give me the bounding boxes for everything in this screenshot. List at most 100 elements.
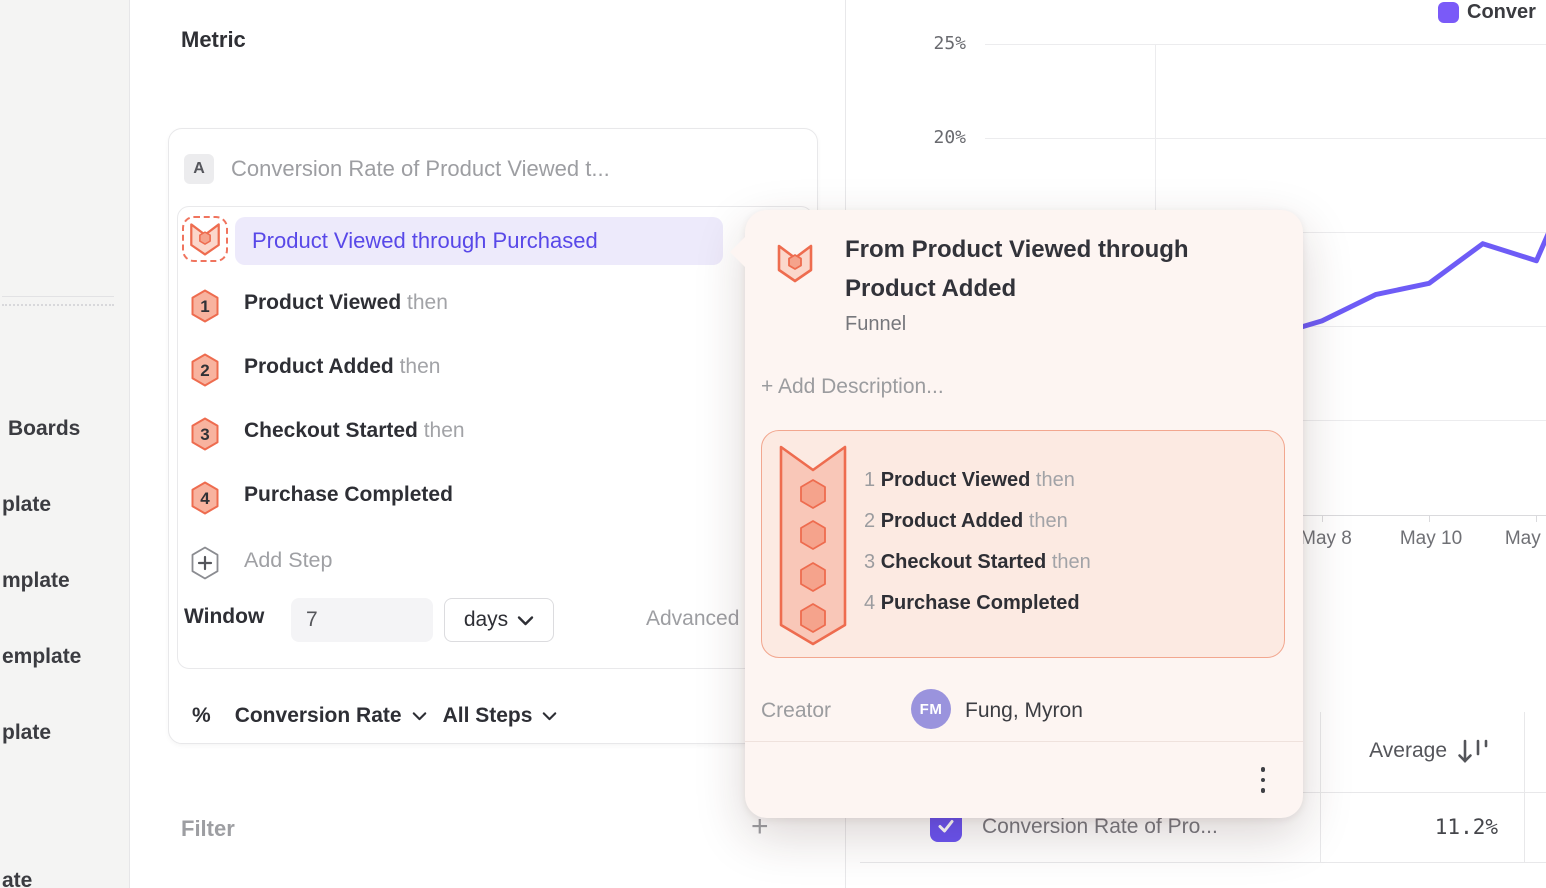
x-tick bbox=[1429, 515, 1430, 522]
x-tick-label: May 10 bbox=[1399, 528, 1463, 549]
average-column-header[interactable]: Average bbox=[1369, 739, 1447, 762]
kebab-dot bbox=[1260, 767, 1266, 772]
step-2-hexagon-icon: 2 bbox=[191, 353, 219, 387]
metric-series-title[interactable]: Conversion Rate of Product Viewed t... bbox=[231, 156, 610, 181]
checkmark-icon bbox=[938, 820, 954, 833]
series-a-badge: A bbox=[184, 154, 214, 184]
step-1-hexagon-icon: 1 bbox=[191, 289, 219, 323]
step-number: 2 bbox=[864, 510, 876, 532]
funnel-selected-icon[interactable] bbox=[182, 216, 228, 262]
sidebar-item-template[interactable]: emplate bbox=[2, 645, 82, 668]
window-value-input[interactable] bbox=[291, 598, 433, 642]
sidebar-item-boards[interactable]: Boards bbox=[8, 417, 81, 440]
step-name: Checkout Started bbox=[244, 419, 418, 442]
step-name: Product Viewed bbox=[244, 291, 402, 314]
kebab-dot bbox=[1260, 788, 1266, 793]
x-tick-label: May 12 bbox=[1504, 528, 1546, 549]
chevron-down-icon[interactable] bbox=[412, 711, 427, 721]
popover-step-1: 1 Product Viewed then bbox=[864, 469, 1075, 497]
step-then: then bbox=[423, 419, 465, 442]
steps-scope-dropdown[interactable]: All Steps bbox=[442, 704, 533, 727]
metric-card: A Conversion Rate of Product Viewed t...… bbox=[168, 128, 818, 744]
series-average-value: 11.2% bbox=[1434, 815, 1498, 839]
x-tick bbox=[1322, 515, 1323, 522]
sidebar-dotted-divider bbox=[2, 304, 114, 306]
sidebar-divider bbox=[2, 296, 114, 297]
step-name: Checkout Started bbox=[880, 551, 1047, 573]
series-row-label[interactable]: Conversion Rate of Pro... bbox=[982, 815, 1218, 838]
creator-label: Creator bbox=[761, 699, 832, 722]
funnel-step-row-4[interactable]: 4 Purchase Completed bbox=[169, 479, 729, 519]
add-filter-button[interactable]: + bbox=[751, 810, 769, 843]
svg-text:4: 4 bbox=[200, 489, 210, 508]
funnel-step-row-1[interactable]: 1 Product Viewed then bbox=[169, 287, 729, 327]
y-tick-label: 25% bbox=[933, 33, 966, 54]
step-name: Purchase Completed bbox=[244, 483, 453, 506]
filter-section-title: Filter bbox=[181, 816, 235, 841]
step-4-hexagon-icon: 4 bbox=[191, 481, 219, 515]
add-step-button[interactable]: Add Step bbox=[169, 544, 729, 584]
table-column-border bbox=[1524, 712, 1525, 862]
add-step-hexagon-plus-icon bbox=[191, 546, 219, 580]
step-then: then bbox=[1035, 469, 1075, 491]
svg-text:1: 1 bbox=[200, 297, 209, 316]
popover-title: From Product Viewed through Product Adde… bbox=[845, 236, 1189, 302]
step-name: Product Added bbox=[244, 355, 394, 378]
y-tick-label: 20% bbox=[933, 127, 966, 148]
popover-step-3: 3 Checkout Started then bbox=[864, 551, 1091, 579]
svg-text:3: 3 bbox=[200, 425, 209, 444]
more-options-kebab-button[interactable] bbox=[1245, 758, 1281, 802]
gridline-25 bbox=[985, 44, 1546, 45]
x-tick-label: May 8 bbox=[1300, 528, 1352, 549]
popover-step-2: 2 Product Added then bbox=[864, 510, 1068, 538]
creator-name: Fung, Myron bbox=[965, 699, 1083, 722]
gridline-20 bbox=[985, 138, 1546, 139]
chevron-down-icon[interactable] bbox=[542, 711, 557, 721]
svg-text:2: 2 bbox=[200, 361, 209, 380]
percent-symbol: % bbox=[192, 704, 211, 727]
chevron-down-icon bbox=[517, 615, 534, 625]
funnel-steps-summary-box: 1 Product Viewed then 2 Product Added th… bbox=[761, 430, 1285, 658]
legend-swatch bbox=[1438, 2, 1459, 23]
add-step-label: Add Step bbox=[244, 548, 333, 572]
funnel-step-row-2[interactable]: 2 Product Added then bbox=[169, 351, 729, 391]
popover-step-4: 4 Purchase Completed bbox=[864, 592, 1080, 620]
sidebar-item-template[interactable]: plate bbox=[2, 493, 52, 516]
popover-type-label: Funnel bbox=[845, 313, 907, 335]
advanced-link[interactable]: Advanced bbox=[646, 607, 740, 630]
funnel-details-popover: From Product Viewed through Product Adde… bbox=[730, 210, 1303, 818]
kebab-dot bbox=[1260, 777, 1266, 783]
step-name: Purchase Completed bbox=[880, 592, 1080, 614]
sidebar-item-template[interactable]: plate bbox=[2, 721, 52, 744]
step-name: Product Viewed bbox=[880, 469, 1031, 491]
x-tick bbox=[1536, 515, 1537, 522]
sort-descending-icon[interactable] bbox=[1456, 737, 1496, 767]
funnel-banner-icon bbox=[779, 445, 847, 646]
popover-footer-divider bbox=[745, 741, 1303, 742]
window-unit-select[interactable]: days bbox=[444, 598, 554, 642]
table-row-divider bbox=[860, 862, 1546, 863]
window-unit-value: days bbox=[463, 608, 509, 631]
funnel-icon bbox=[777, 244, 813, 283]
measure-dropdown[interactable]: Conversion Rate bbox=[234, 704, 402, 727]
step-then: then bbox=[399, 355, 441, 378]
popover-arrow bbox=[730, 236, 746, 268]
selected-funnel-name[interactable]: Product Viewed through Purchased bbox=[235, 217, 723, 265]
add-description-button[interactable]: + Add Description... bbox=[761, 375, 944, 398]
step-name: Product Added bbox=[880, 510, 1024, 532]
funnel-icon bbox=[190, 223, 220, 256]
step-3-hexagon-icon: 3 bbox=[191, 417, 219, 451]
creator-avatar: FM bbox=[911, 689, 951, 729]
legend-label[interactable]: Conver bbox=[1467, 1, 1536, 23]
funnel-step-row-3[interactable]: 3 Checkout Started then bbox=[169, 415, 729, 455]
step-then: then bbox=[407, 291, 448, 314]
window-label: Window bbox=[184, 605, 265, 628]
measure-controls-row: % Conversion Rate All Steps bbox=[192, 702, 557, 730]
sidebar-item-template[interactable]: mplate bbox=[2, 569, 70, 592]
left-sidebar: Boards plate mplate emplate plate ate bbox=[0, 0, 130, 888]
step-then: then bbox=[1028, 510, 1068, 532]
table-column-border bbox=[1320, 712, 1321, 862]
sidebar-item-template[interactable]: ate bbox=[2, 869, 33, 888]
step-number: 1 bbox=[864, 469, 876, 491]
